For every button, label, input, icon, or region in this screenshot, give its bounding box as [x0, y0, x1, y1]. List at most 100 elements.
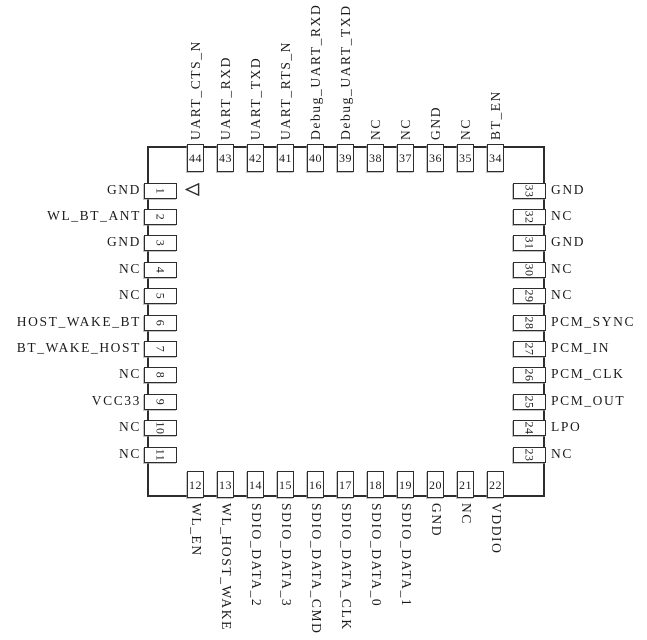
pin-41-label: UART_RTS_N [277, 40, 293, 140]
pin-16-box: 16 [307, 471, 324, 498]
pin-number: 30 [522, 263, 537, 277]
pin-23-label: NC [551, 445, 573, 461]
pin-12-box: 12 [187, 471, 204, 498]
pin-32-label: NC [551, 207, 573, 223]
pin-number: 7 [153, 345, 168, 353]
pin-number: 17 [339, 477, 352, 492]
pin-6-box: 6 [144, 314, 177, 331]
pin-number: 27 [522, 342, 537, 356]
pin-15-label: SDIO_DATA_3 [278, 503, 294, 608]
pin-number: 34 [489, 151, 502, 165]
pin-19-label: SDIO_DATA_1 [398, 503, 414, 608]
pin-8-box: 8 [144, 367, 177, 384]
pin-27-box: 27 [513, 340, 546, 357]
pin-29-label: NC [551, 287, 573, 303]
pin-38-label: NC [367, 118, 383, 140]
pin-number: 2 [153, 213, 168, 221]
pin-13-label: WL_HOST_WAKE [218, 503, 234, 631]
pin-14-box: 14 [247, 471, 264, 498]
pin-number: 41 [279, 151, 292, 165]
pin-5-box: 5 [144, 288, 177, 305]
pin-11-label: NC [119, 445, 141, 461]
pin-21-box: 21 [457, 471, 474, 498]
pin-number: 11 [153, 448, 168, 461]
pin-26-box: 26 [513, 367, 546, 384]
pin-number: 44 [189, 151, 202, 165]
pin-34-box: 34 [487, 144, 504, 172]
pin-number: 39 [339, 151, 352, 165]
pin-22-box: 22 [487, 471, 504, 498]
pin-5-label: NC [119, 287, 141, 303]
pin-18-box: 18 [367, 471, 384, 498]
pin-33-box: 33 [513, 182, 546, 199]
pin-35-box: 35 [457, 144, 474, 172]
pin-3-label: GND [106, 234, 141, 250]
pin-number: 8 [153, 372, 168, 379]
pin-11-box: 11 [144, 446, 177, 463]
pin-number: 24 [522, 421, 537, 435]
pin-44-label: UART_CTS_N [187, 40, 203, 140]
pin-number: 33 [522, 184, 537, 197]
pin-35-label: NC [457, 118, 473, 140]
pin-13-box: 13 [217, 471, 234, 498]
pin-25-box: 25 [513, 393, 546, 410]
pin-number: 42 [249, 151, 262, 165]
pin-43-label: UART_RXD [217, 56, 233, 140]
pin-32-box: 32 [513, 208, 546, 225]
pin-4-box: 4 [144, 261, 177, 278]
pin-number: 31 [522, 236, 537, 250]
pin-number: 43 [219, 151, 232, 165]
pin-29-box: 29 [513, 288, 546, 305]
pin-14-label: SDIO_DATA_2 [248, 503, 264, 608]
pin-37-label: NC [397, 118, 413, 140]
pin-21-label: NC [458, 503, 474, 525]
pin-number: 32 [522, 210, 537, 224]
pin-1-box: 1 [144, 182, 177, 199]
pin-number: 12 [189, 477, 202, 492]
pin-number: 4 [153, 266, 168, 273]
pin-39-label: Debug_UART_TXD [337, 4, 353, 140]
pin-1-label: GND [106, 181, 141, 197]
pin-23-box: 23 [513, 446, 546, 463]
pin-19-box: 19 [397, 471, 414, 498]
pin-9-label: VCC33 [91, 392, 141, 408]
pin-number: 22 [489, 477, 502, 492]
pin-number: 36 [429, 151, 442, 165]
pin-number: 37 [399, 151, 412, 165]
pin-8-label: NC [119, 366, 141, 382]
pin-18-label: SDIO_DATA_0 [368, 503, 384, 608]
pin-number: 28 [522, 316, 537, 329]
pin-42-box: 42 [247, 144, 264, 172]
pin-43-box: 43 [217, 144, 234, 172]
pin-42-label: UART_TXD [247, 56, 263, 140]
pin-7-label: BT_WAKE_HOST [16, 339, 141, 355]
pin-24-box: 24 [513, 420, 546, 437]
pin-17-box: 17 [337, 471, 354, 498]
pin-number: 15 [279, 477, 292, 492]
pin-39-box: 39 [337, 144, 354, 172]
pin-30-box: 30 [513, 261, 546, 278]
pin-number: 5 [153, 292, 168, 300]
pin-number: 38 [369, 151, 382, 165]
pin-31-label: GND [551, 234, 586, 250]
pin-number: 16 [309, 477, 322, 492]
pin-number: 21 [459, 477, 472, 492]
pin-27-label: PCM_IN [551, 339, 611, 355]
pin-20-box: 20 [427, 471, 444, 498]
pin-37-box: 37 [397, 144, 414, 172]
pin-number: 26 [522, 368, 537, 382]
pin-22-label: VDDIO [488, 503, 504, 555]
pin-30-label: NC [551, 260, 573, 276]
pin-number: 14 [249, 477, 262, 492]
pin-2-label: WL_BT_ANT [47, 207, 141, 223]
pin-2-box: 2 [144, 208, 177, 225]
pin-number: 9 [153, 398, 168, 405]
pin-36-box: 36 [427, 144, 444, 172]
pin-10-label: NC [119, 419, 141, 435]
pin-3-box: 3 [144, 235, 177, 252]
pin-33-label: GND [551, 181, 586, 197]
pin-number: 13 [219, 477, 232, 492]
pin-number: 3 [153, 240, 168, 247]
pin-number: 18 [369, 477, 382, 492]
